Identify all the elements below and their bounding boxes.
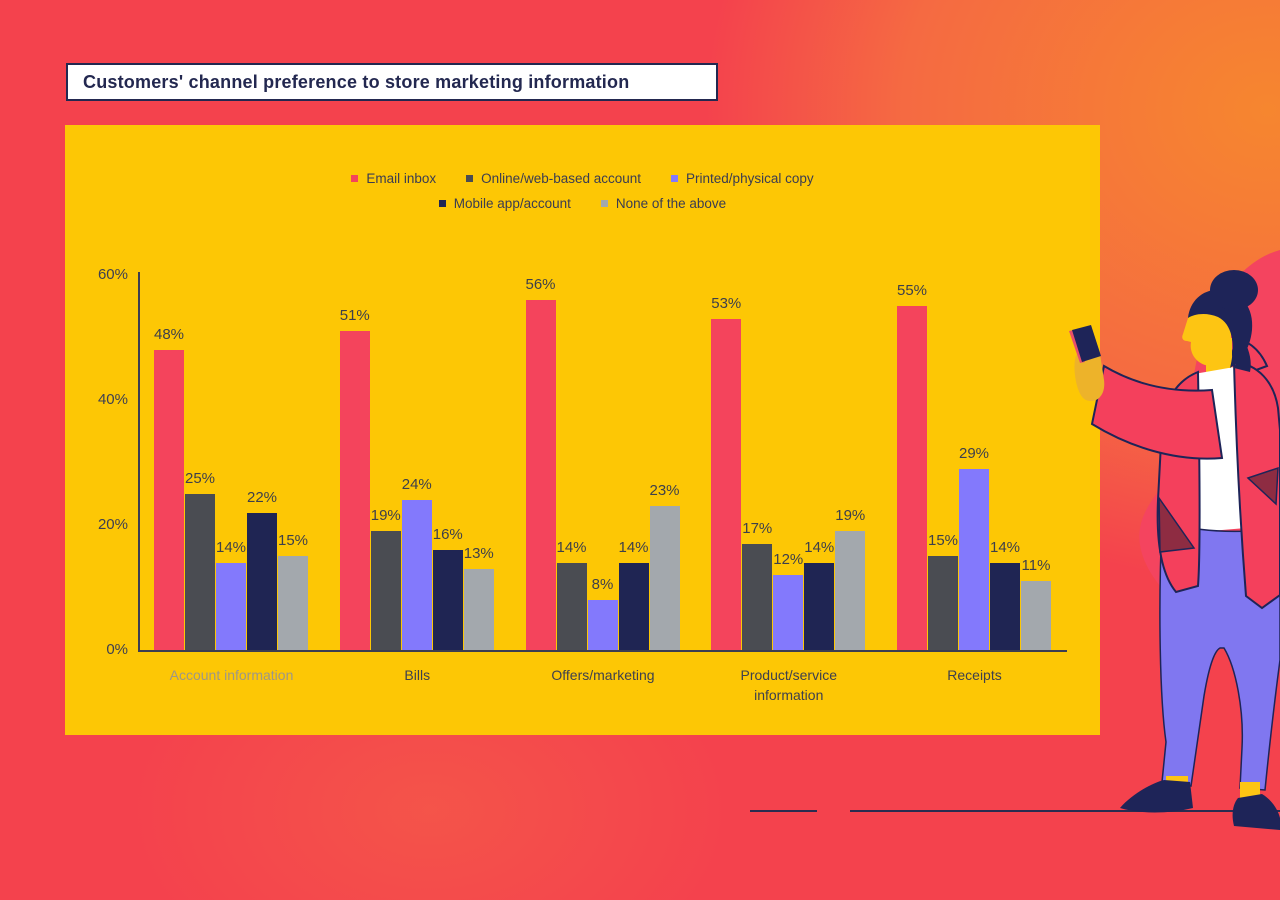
x-category-label: Bills: [404, 667, 431, 683]
ground-line-short: [750, 810, 817, 812]
bar-value-label: 55%: [896, 282, 928, 300]
chart-title: Customers' channel preference to store m…: [83, 71, 630, 92]
bar-value-label: 53%: [711, 294, 742, 312]
bar-value-label: 17%: [742, 519, 773, 537]
bar-value-label: 29%: [958, 444, 990, 462]
bar: [959, 468, 989, 650]
bar-value-label: 24%: [401, 476, 432, 493]
legend-item: Email inbox: [351, 171, 436, 186]
legend-row: Email inbox Online/web-based account Print…: [351, 171, 814, 186]
bar: [897, 306, 927, 650]
bar-value-label: 14%: [556, 538, 587, 556]
bar-value-label: 14%: [804, 538, 835, 556]
bar: [339, 331, 370, 650]
legend-item: Mobile app/account: [438, 196, 571, 211]
x-axis-line: [138, 650, 1067, 652]
bar: [804, 562, 835, 650]
bar: [990, 562, 1020, 650]
legend-label: Online/web-based account: [481, 171, 642, 186]
legend-label: Printed/physical copy: [686, 171, 814, 186]
legend-swatch: [351, 175, 359, 182]
legend-item: Online/web-based account: [466, 171, 641, 186]
y-axis-line: [138, 272, 140, 650]
legend-item: None of the above: [600, 196, 727, 211]
bar-value-label: 16%: [432, 526, 463, 543]
y-tick-label: 20%: [97, 516, 128, 533]
back-shoe: [1232, 794, 1280, 830]
x-category-label: Receipts: [947, 667, 1002, 683]
bar-value-label: 23%: [649, 482, 680, 500]
bar-value-label: 51%: [339, 307, 370, 325]
legend-swatch: [600, 200, 608, 207]
bar: [928, 556, 958, 650]
chart-title-box: Customers' channel preference to store m…: [66, 63, 718, 101]
bar: [556, 562, 587, 650]
y-tick-label: 60%: [97, 266, 128, 283]
bar-value-label: 48%: [153, 326, 185, 343]
bar: [432, 550, 463, 650]
y-tick-label: 0%: [106, 641, 128, 658]
bar: [1021, 581, 1051, 650]
bar: [463, 568, 494, 650]
bar-value-label: 8%: [591, 576, 614, 593]
bar-value-label: 15%: [277, 532, 309, 550]
legend-item: Printed/physical copy: [671, 171, 814, 186]
legend-label: Mobile app/account: [453, 196, 571, 211]
bar: [618, 562, 649, 650]
bar: [742, 543, 773, 650]
bar-value-label: 14%: [215, 538, 247, 556]
x-category-label: Offers/marketing: [551, 667, 655, 683]
legend-swatch: [466, 175, 474, 182]
bar-value-label: 11%: [1021, 557, 1051, 575]
bar: [401, 500, 432, 650]
bar: [525, 300, 556, 650]
bar: [587, 600, 618, 650]
bar: [278, 556, 308, 650]
legend-label: Email inbox: [366, 171, 437, 186]
bar-value-label: 25%: [184, 469, 216, 487]
legend-row: Mobile app/account None of the above: [438, 196, 727, 211]
front-shoe: [1120, 780, 1193, 813]
x-category-label: Account information: [169, 667, 294, 683]
legend-swatch: [671, 175, 679, 182]
bar: [247, 512, 277, 650]
bar: [773, 575, 804, 650]
legend-swatch: [438, 200, 446, 207]
bar: [711, 318, 742, 650]
jacket-accent-left: [1158, 495, 1196, 553]
bar: [649, 506, 680, 650]
phone: [1072, 325, 1101, 362]
bar-value-label: 14%: [989, 538, 1021, 556]
legend-label: None of the above: [615, 196, 727, 211]
chart-legend: Email inbox Online/web-based account Print…: [65, 171, 1100, 211]
ground-line-long: [850, 810, 1280, 812]
hair-bun: [1210, 270, 1258, 310]
sleeve-arm: [1090, 364, 1224, 460]
bar-value-label: 19%: [835, 507, 866, 525]
plot-area: 0% 20% 40% 60% 48% 25% 14% 22% 15% Account inform…: [98, 266, 1067, 703]
bar-value-label: 15%: [927, 532, 959, 550]
bar: [370, 531, 401, 650]
bar-value-label: 14%: [618, 538, 649, 556]
bar-value-label: 22%: [246, 488, 278, 506]
bar: [835, 531, 866, 650]
jacket-accent-right: [1246, 466, 1279, 506]
bar-value-label: 56%: [525, 276, 556, 293]
bar-value-label: 19%: [370, 507, 401, 525]
person-illustration: [1069, 250, 1280, 830]
chart-panel: Email inbox Online/web-based account Print…: [65, 125, 1100, 735]
x-category-label: Product/service information: [740, 667, 837, 703]
bar-value-label: 12%: [773, 551, 804, 568]
bar-value-label: 13%: [463, 544, 494, 562]
y-tick-label: 40%: [97, 391, 128, 408]
bar: [185, 493, 215, 650]
bar: [216, 562, 246, 650]
bar: [154, 350, 184, 650]
